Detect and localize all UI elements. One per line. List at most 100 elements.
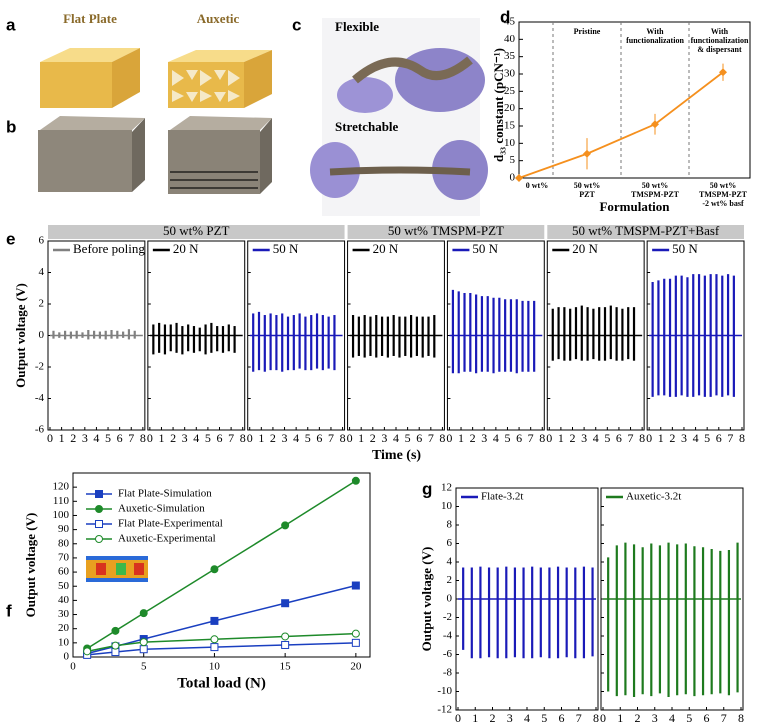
x-tick-label: 3 (182, 431, 188, 445)
plot-frame (518, 21, 751, 179)
x-tick-label: 8 (240, 431, 246, 445)
marker (351, 638, 360, 647)
x-axis-label: Formulation (599, 199, 670, 214)
x-tick-label: 5 (405, 431, 411, 445)
x-tick-label: 0 (70, 661, 76, 673)
y-tick-label: 10 (441, 500, 453, 512)
x-tick-label: 1 (59, 431, 65, 445)
y-tick-label: 45 (504, 16, 516, 28)
group-title: 50 wt% PZT (163, 223, 230, 238)
x-tick-label: 2 (270, 431, 276, 445)
marker (281, 632, 290, 641)
panel-label: f (6, 601, 12, 620)
line (518, 71, 724, 179)
x-tick-label: 0 wt% (526, 181, 548, 190)
x-tick-label: 3 (507, 711, 513, 725)
y-tick-label: 20 (58, 622, 70, 634)
x-tick-label: 50 wt% (574, 181, 600, 190)
photo-caption: Flexible (335, 19, 379, 34)
x-tick-label: 4 (669, 711, 675, 725)
y-tick-label: 40 (58, 594, 70, 606)
x-tick-label: 8 (739, 431, 745, 445)
x-tick-label: 3 (681, 431, 687, 445)
group-header (347, 225, 545, 239)
y-tick-label: 60 (58, 566, 70, 578)
x-tick-label: TMSPM-PZT (699, 190, 748, 199)
marker (351, 581, 360, 590)
legend-marker (95, 520, 103, 528)
x-axis-label: Total load (N) (177, 675, 266, 691)
y-tick-label: -10 (437, 685, 452, 697)
x-tick-label: 5 (305, 431, 311, 445)
x-tick-label: 1 (358, 431, 364, 445)
x-tick-label: 0 (446, 431, 452, 445)
legend-label: Auxetic-Experimental (118, 533, 216, 545)
legend-label: 20 N (572, 241, 598, 256)
x-tick-label: 6 (416, 431, 422, 445)
line (86, 584, 357, 655)
panel-label: b (6, 117, 16, 136)
legend-label: Before poling (73, 241, 145, 256)
x-tick-label: 7 (428, 431, 434, 445)
legend-label: 50 N (672, 241, 698, 256)
x-tick-label: 8 (738, 711, 744, 725)
group-title: 50 wt% TMSPM-PZT (388, 223, 504, 238)
marker (281, 640, 290, 649)
x-tick-label: 7 (628, 431, 634, 445)
legend-label: Auxetic-Simulation (118, 503, 205, 515)
y-tick-label: 100 (53, 509, 70, 521)
y-tick-label: -6 (443, 648, 453, 660)
x-tick-label: 4 (693, 431, 699, 445)
legend-label: 20 N (173, 241, 199, 256)
x-tick-label: 3 (481, 431, 487, 445)
y-tick-label: -12 (437, 704, 452, 716)
photo-flexible-stretchable (310, 18, 488, 216)
x-tick-label: 2 (70, 431, 76, 445)
legend-marker (95, 490, 103, 498)
marker (111, 626, 120, 635)
legend-label: 20 N (373, 241, 399, 256)
region-label: functionalization (626, 36, 684, 45)
legend-label: Flat Plate-Simulation (118, 488, 212, 500)
photo-caption: Stretchable (335, 119, 399, 134)
marker (651, 120, 659, 129)
x-tick-label: 0 (546, 431, 552, 445)
marker (515, 174, 523, 182)
x-tick-label: 8 (639, 431, 645, 445)
y-tick-label: 40 (504, 33, 516, 45)
x-tick-label: 4 (293, 431, 299, 445)
x-tick-label: 1 (558, 431, 564, 445)
marker (281, 521, 290, 530)
y-axis-label: d₃₃ constant (pCN⁻¹) (491, 48, 506, 162)
marker (583, 149, 591, 158)
x-tick-label: 10 (209, 661, 221, 673)
x-tick-label: 3 (282, 431, 288, 445)
x-tick-label: 2 (370, 431, 376, 445)
x-tick-label: 6 (117, 431, 123, 445)
x-tick-label: 4 (524, 711, 530, 725)
y-axis-label: Output voltage (V) (419, 547, 434, 652)
x-tick-label: 8 (340, 431, 346, 445)
x-tick-label: 5 (504, 431, 510, 445)
legend-label: Flate-3.2t (481, 491, 523, 503)
legend-label: 50 N (472, 241, 498, 256)
y-tick-label: -6 (35, 424, 45, 436)
y-tick-label: 8 (447, 519, 453, 531)
y-tick-label: 15 (504, 120, 516, 132)
x-tick-label: 5 (141, 661, 147, 673)
y-tick-label: 80 (58, 537, 70, 549)
x-tick-label: 2 (570, 431, 576, 445)
x-tick-label: 6 (217, 431, 223, 445)
x-tick-label: 2 (635, 711, 641, 725)
legend-label: Auxetic-3.2t (626, 491, 681, 503)
marker (719, 68, 727, 77)
y-tick-label: 30 (504, 68, 516, 80)
line (87, 642, 356, 656)
x-tick-label: 4 (393, 431, 399, 445)
region-label: & dispersant (697, 45, 742, 54)
photo-caption: Flat Plate (63, 11, 117, 26)
x-tick-label: PZT (579, 190, 595, 199)
y-tick-label: -2 (443, 611, 452, 623)
x-tick-label: 4 (493, 431, 499, 445)
